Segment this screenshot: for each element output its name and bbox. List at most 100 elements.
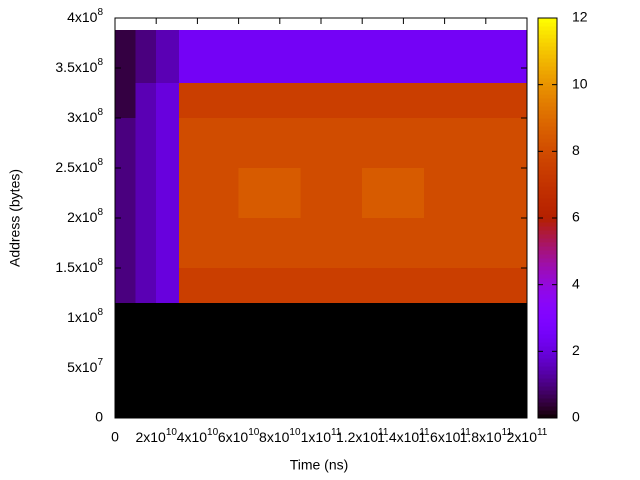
colorbar-swatch bbox=[538, 82, 557, 87]
heat-cell bbox=[156, 303, 179, 418]
tick-label: 1x1011 bbox=[301, 427, 342, 445]
colorbar-swatch bbox=[538, 302, 557, 307]
tick-label: 4x108 bbox=[67, 7, 103, 25]
heat-cell bbox=[135, 303, 157, 418]
colorbar-swatch bbox=[538, 194, 557, 199]
colorbar-swatch bbox=[538, 26, 557, 31]
heat-cell bbox=[115, 30, 136, 83]
colorbar-swatch bbox=[538, 110, 557, 115]
colorbar-swatch bbox=[538, 86, 557, 91]
colorbar-swatch bbox=[538, 294, 557, 299]
heat-cell bbox=[424, 268, 486, 303]
heat-cell bbox=[178, 168, 239, 218]
heat-cell bbox=[115, 118, 136, 168]
colorbar-swatch bbox=[538, 202, 557, 207]
colorbar-swatch bbox=[538, 382, 557, 387]
tick-label-exponent: 8 bbox=[97, 307, 103, 318]
colorbar-swatch bbox=[538, 114, 557, 119]
heat-cell bbox=[115, 303, 136, 418]
heat-cell bbox=[156, 168, 179, 218]
colorbar-swatch bbox=[538, 214, 557, 219]
tick-label-base: 4x10 bbox=[67, 9, 98, 25]
heat-cell bbox=[115, 83, 136, 118]
tick-label-exponent: 8 bbox=[97, 157, 103, 168]
heat-cell bbox=[238, 30, 301, 83]
colorbar-swatch bbox=[538, 106, 557, 111]
colorbar-swatch bbox=[538, 318, 557, 323]
colorbar-swatch bbox=[538, 326, 557, 331]
heat-cell bbox=[156, 268, 179, 303]
colorbar-swatch bbox=[538, 94, 557, 99]
colorbar-swatch bbox=[538, 166, 557, 171]
colorbar-swatch bbox=[538, 406, 557, 411]
tick-label: 2x1010 bbox=[135, 427, 177, 445]
colorbar-swatch bbox=[538, 34, 557, 39]
colorbar-swatch bbox=[538, 130, 557, 135]
colorbar-swatch bbox=[538, 246, 557, 251]
tick-label-base: 3.5x10 bbox=[55, 59, 97, 75]
colorbar-swatch bbox=[538, 118, 557, 123]
heat-cell bbox=[300, 83, 363, 118]
colorbar-swatch bbox=[538, 350, 557, 355]
heat-cell bbox=[115, 218, 136, 268]
colorbar-swatch bbox=[538, 226, 557, 231]
colorbar-swatch bbox=[538, 90, 557, 95]
colorbar-swatch bbox=[538, 374, 557, 379]
heat-cell bbox=[238, 168, 301, 218]
tick-label-base: 1x10 bbox=[301, 429, 332, 445]
colorbar-swatch bbox=[538, 98, 557, 103]
colorbar-swatch bbox=[538, 242, 557, 247]
colorbar-swatch bbox=[538, 126, 557, 131]
colorbar-swatch bbox=[538, 234, 557, 239]
tick-label-exponent: 10 bbox=[166, 427, 178, 438]
tick-label: 0 bbox=[111, 429, 119, 445]
tick-label-base: 4x10 bbox=[177, 429, 208, 445]
y-axis-label: Address (bytes) bbox=[7, 169, 23, 267]
tick-label: 1.6x1011 bbox=[418, 427, 471, 445]
heat-cell bbox=[178, 118, 239, 168]
colorbar-swatch bbox=[538, 54, 557, 59]
colorbar-swatch bbox=[538, 270, 557, 275]
heat-cell bbox=[362, 168, 424, 218]
heat-cell bbox=[424, 118, 486, 168]
colorbar-swatch bbox=[538, 410, 557, 415]
colorbar-swatch bbox=[538, 342, 557, 347]
heat-cell bbox=[485, 268, 527, 303]
colorbar-swatch bbox=[538, 18, 557, 23]
heat-cell bbox=[424, 218, 486, 268]
colorbar-swatch bbox=[538, 266, 557, 271]
tick-label-exponent: 8 bbox=[97, 257, 103, 268]
tick-label-exponent: 11 bbox=[502, 427, 513, 438]
tick-label-exponent: 11 bbox=[537, 427, 548, 438]
colorbar-swatch bbox=[538, 210, 557, 215]
colorbar-swatch bbox=[538, 190, 557, 195]
colorbar-swatch bbox=[538, 50, 557, 55]
colorbar-swatch bbox=[538, 398, 557, 403]
heat-cell bbox=[485, 30, 527, 83]
tick-label: 4x1010 bbox=[177, 427, 219, 445]
tick-label: 6x1010 bbox=[218, 427, 260, 445]
heat-cell bbox=[135, 218, 157, 268]
colorbar-swatch bbox=[538, 250, 557, 255]
heat-cell bbox=[485, 303, 527, 418]
colorbar-swatch bbox=[538, 262, 557, 267]
tick-label-base: 2x10 bbox=[507, 429, 538, 445]
colorbar-tick-label: 10 bbox=[572, 75, 588, 91]
heat-cell bbox=[178, 30, 239, 83]
colorbar-swatch bbox=[538, 78, 557, 83]
tick-label-base: 6x10 bbox=[218, 429, 249, 445]
heat-cell bbox=[178, 218, 239, 268]
colorbar-swatch bbox=[538, 58, 557, 63]
tick-label-base: 1.4x10 bbox=[377, 429, 419, 445]
colorbar-swatch bbox=[538, 186, 557, 191]
tick-label-exponent: 10 bbox=[248, 427, 260, 438]
heat-cell bbox=[300, 268, 363, 303]
colorbar-swatch bbox=[538, 70, 557, 75]
tick-label-base: 1.8x10 bbox=[460, 429, 502, 445]
heat-cell bbox=[178, 303, 239, 418]
colorbar-swatch bbox=[538, 314, 557, 319]
heat-cell bbox=[300, 303, 363, 418]
colorbar-swatch bbox=[538, 154, 557, 159]
